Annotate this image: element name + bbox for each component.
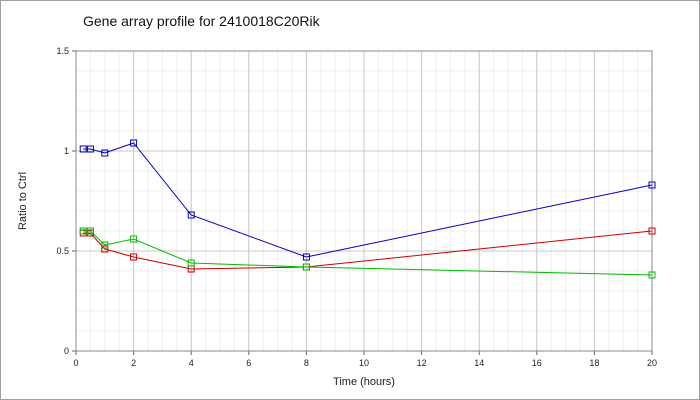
chart-title: Gene array profile for 2410018C20Rik	[83, 13, 321, 29]
data-point	[86, 145, 94, 153]
data-point	[79, 145, 87, 153]
data-point	[302, 253, 310, 261]
data-point	[130, 139, 138, 147]
y-axis-label: Ratio to Ctrl	[17, 172, 29, 230]
series-line	[83, 230, 653, 276]
data-point	[648, 271, 656, 279]
x-tick-label: 2	[131, 358, 136, 368]
x-tick-label: 10	[359, 358, 369, 368]
data-point	[79, 227, 87, 235]
series-line	[83, 230, 653, 270]
series-1	[79, 139, 656, 261]
x-tick-label: 6	[246, 358, 251, 368]
y-tick-label: 0	[64, 346, 69, 356]
series-3	[79, 227, 656, 279]
x-tick-label: 16	[532, 358, 542, 368]
axis-ticks: 0 2 4 6 8 10 12 14 16 18 20 0 0.5 1 1.5	[56, 46, 657, 368]
data-point	[101, 149, 109, 157]
chart-grid	[75, 50, 653, 352]
x-tick-label: 18	[589, 358, 599, 368]
x-tick-label: 8	[304, 358, 309, 368]
x-tick-label: 20	[647, 358, 657, 368]
data-point	[101, 241, 109, 249]
series-2	[79, 227, 656, 273]
x-axis-label: Time (hours)	[333, 376, 395, 388]
data-point	[187, 259, 195, 267]
series-line	[83, 142, 653, 258]
x-tick-label: 0	[73, 358, 78, 368]
data-point	[130, 253, 138, 261]
series-layer	[79, 139, 656, 279]
data-point	[302, 263, 310, 271]
data-point	[101, 245, 109, 253]
y-tick-label: 1	[64, 146, 69, 156]
y-tick-label: 0.5	[56, 246, 69, 256]
data-point	[648, 181, 656, 189]
data-point	[130, 235, 138, 243]
y-tick-label: 1.5	[56, 46, 69, 56]
data-point	[648, 227, 656, 235]
x-tick-label: 12	[417, 358, 427, 368]
x-tick-label: 14	[474, 358, 484, 368]
data-point	[86, 227, 94, 235]
x-tick-label: 4	[189, 358, 194, 368]
data-point	[187, 211, 195, 219]
